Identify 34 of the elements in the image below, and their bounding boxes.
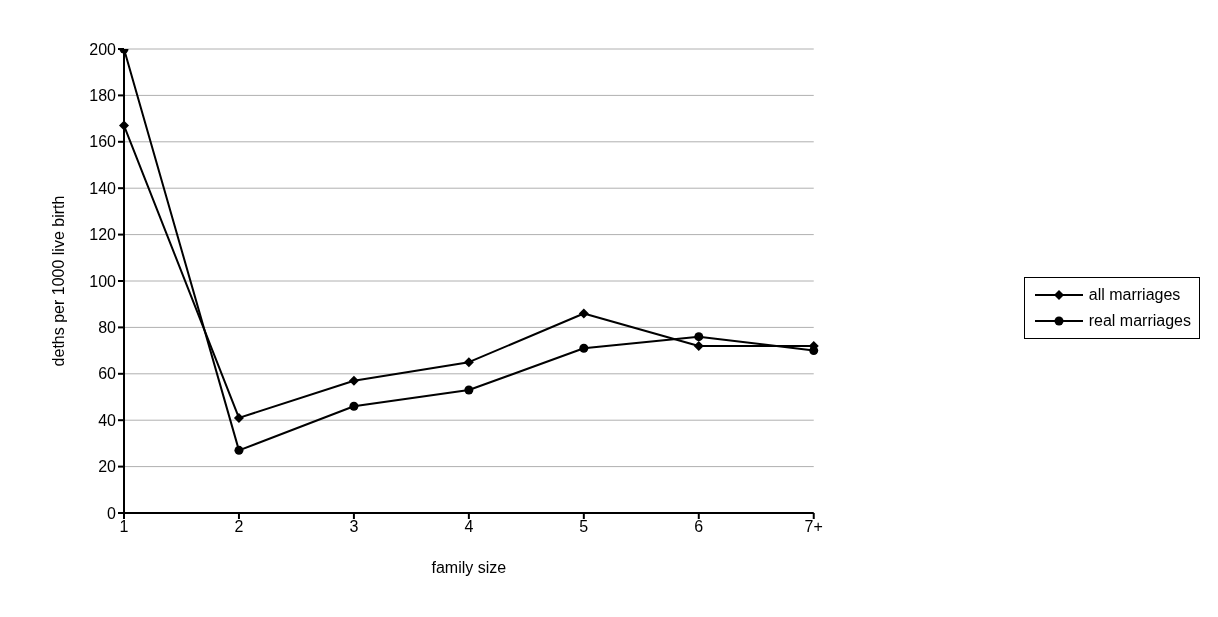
point [578, 308, 589, 319]
point [463, 357, 474, 368]
y-tick-label: 20 [98, 458, 117, 476]
legend-label: all marriages [1088, 286, 1181, 304]
y-tick-label: 40 [98, 411, 117, 429]
y-tick-label: 140 [89, 179, 117, 197]
x-tick-label: 5 [579, 518, 589, 536]
y-tick-label: 200 [89, 40, 117, 58]
point [349, 401, 359, 411]
y-tick-label: 80 [98, 319, 117, 337]
point [119, 120, 129, 131]
x-tick-label: 2 [234, 518, 244, 536]
y-tick-label: 100 [89, 272, 117, 290]
point [464, 385, 474, 395]
point [809, 346, 819, 356]
point [694, 332, 704, 342]
x-tick-label: 7+ [804, 518, 823, 536]
y-axis-title: deths per 1000 live birth [49, 195, 67, 367]
y-tick-label: 60 [98, 365, 117, 383]
x-tick-label: 4 [464, 518, 474, 536]
legend-label: real marriages [1088, 312, 1191, 330]
y-tick-label: 0 [107, 504, 117, 522]
y-tick-label: 120 [89, 226, 117, 244]
y-tick-label: 180 [89, 87, 117, 105]
x-tick-label: 6 [694, 518, 704, 536]
point [348, 375, 359, 386]
x-tick-label: 1 [119, 518, 129, 536]
x-axis-title: family size [431, 559, 507, 576]
y-tick-label: 160 [89, 133, 117, 151]
point [233, 412, 244, 423]
point [693, 340, 704, 351]
point [579, 343, 589, 353]
x-tick-label: 3 [349, 518, 359, 536]
point [234, 445, 244, 455]
